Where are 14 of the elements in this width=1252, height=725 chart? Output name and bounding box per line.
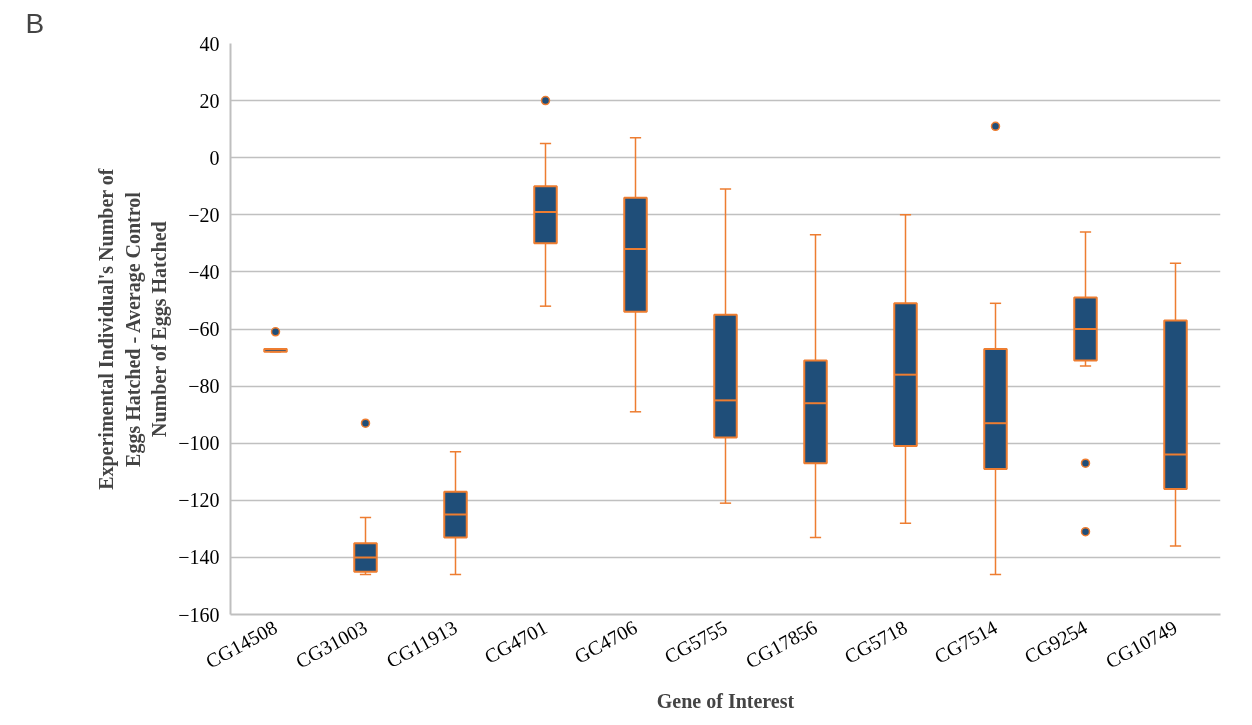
y-tick-label: −40 (188, 260, 220, 283)
y-tick-label: −120 (178, 489, 220, 512)
text: B (25, 7, 45, 39)
y-axis-title: Experimental Individual's Number of Eggs Hatched - Average Control Number of Eggs Hatched (95, 168, 172, 490)
x-axis-title: Gene of Interest (656, 690, 795, 713)
y-tick-label: 0 (209, 146, 220, 169)
y-tick-label: −80 (188, 375, 220, 398)
y-tick-label: −140 (178, 546, 220, 569)
y-tick-label: −100 (178, 432, 220, 455)
y-tick-label: −160 (178, 603, 220, 626)
y-tick-label: 20 (199, 89, 220, 112)
y-tick-label: −60 (188, 318, 220, 340)
y-tick-label: −20 (188, 203, 220, 226)
y-tick-label: 40 (199, 32, 220, 55)
